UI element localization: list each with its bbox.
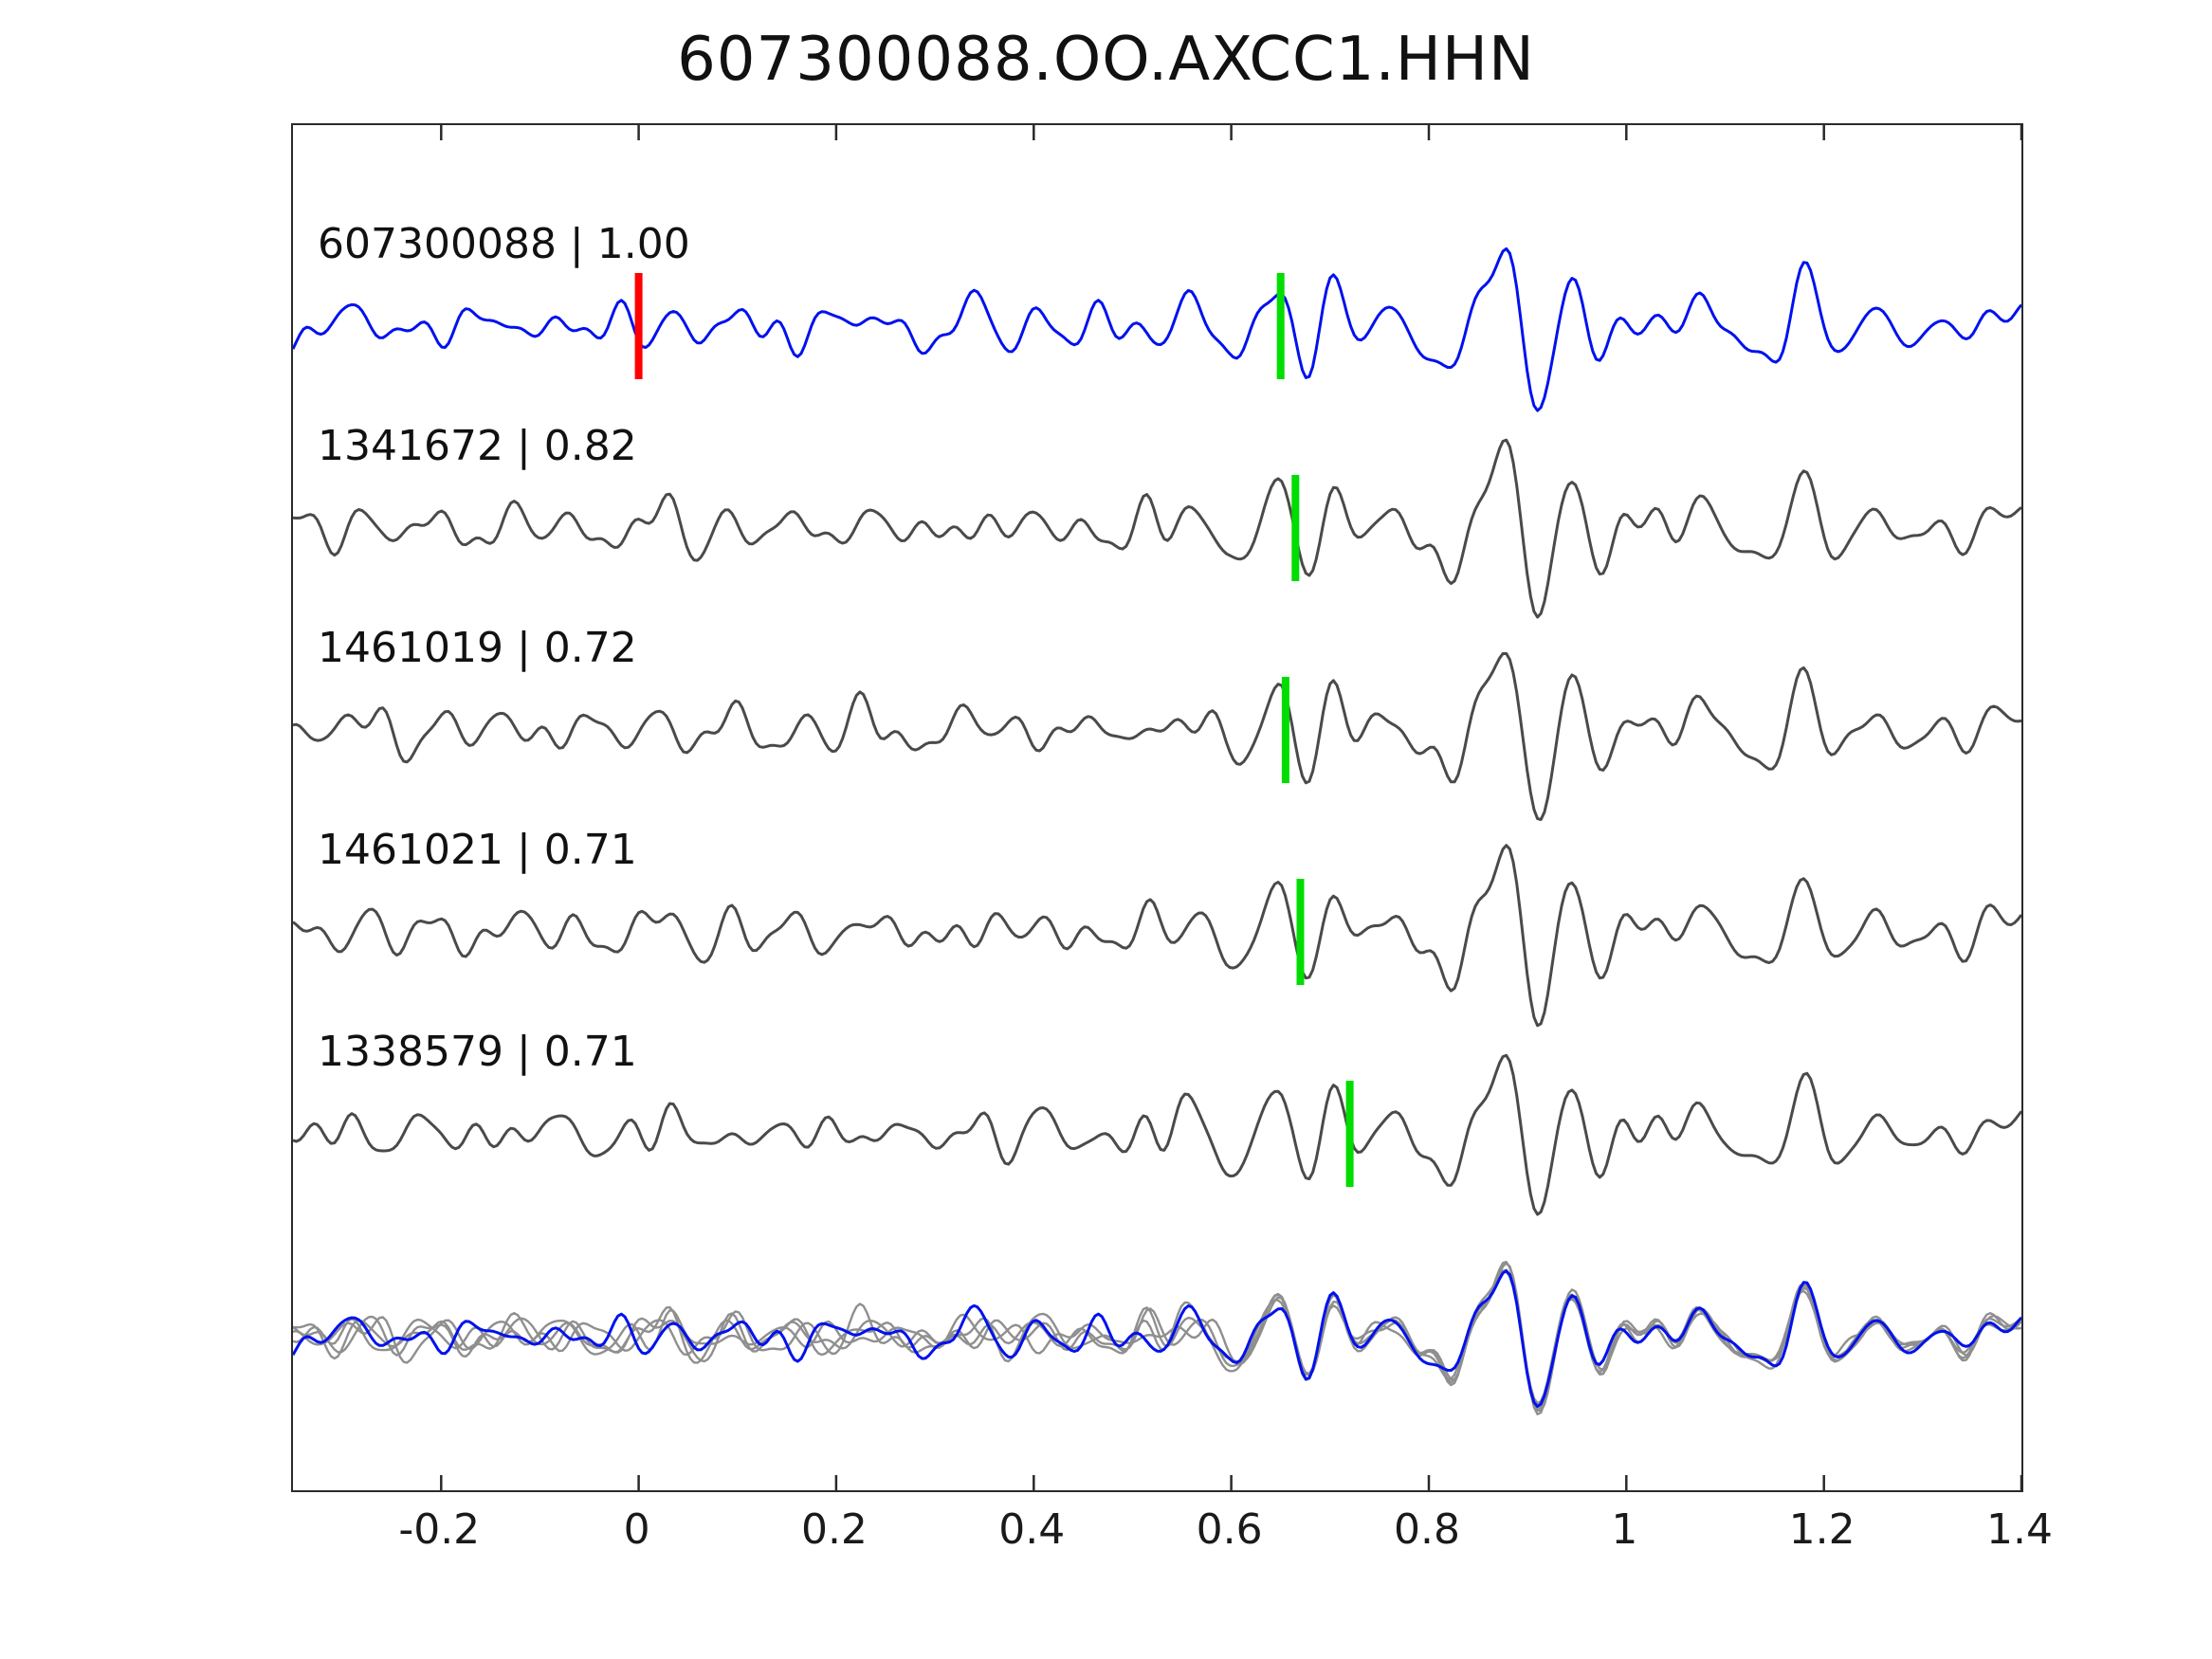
pick-marker-1461019 (1281, 677, 1289, 783)
x-tick-label: -0.2 (398, 1505, 481, 1554)
x-tick-label: 1.4 (1986, 1505, 2053, 1554)
waveform-607300088 (293, 246, 2021, 412)
pick-marker-1461021 (1296, 879, 1305, 985)
trace-label: 1338579 | 0.71 (318, 1028, 637, 1076)
x-tick-label: 0 (623, 1505, 650, 1554)
trace-label: 1461019 | 0.72 (318, 624, 637, 672)
waveform-canvas (293, 125, 2021, 1490)
template-origin-marker (634, 273, 643, 379)
x-tick-label: 0.6 (1196, 1505, 1263, 1554)
chart-title: 607300088.OO.AXCC1.HHN (677, 25, 1535, 95)
x-tick-label: 1.2 (1788, 1505, 1856, 1554)
waveform-1461019 (293, 651, 2021, 821)
trace-label: 1341672 | 0.82 (318, 422, 637, 470)
x-tick-label: 0.4 (998, 1505, 1066, 1554)
trace-label: 1461021 | 0.71 (318, 826, 637, 874)
pick-marker-607300088 (1276, 273, 1285, 379)
trace-label: 607300088 | 1.00 (318, 220, 690, 268)
plot-area: 607300088 | 1.00 1341672 | 0.82 1461019 … (291, 123, 2023, 1492)
waveform-1338579 (293, 1053, 2021, 1216)
x-tick-label: 0.8 (1393, 1505, 1460, 1554)
pick-marker-1341672 (1291, 475, 1300, 581)
overlay-waveform-1338579 (293, 1268, 2021, 1405)
waveform-1461021 (293, 844, 2021, 1028)
x-tick-label: 0.2 (800, 1505, 868, 1554)
overlay-waveform-607300088 (293, 1269, 2021, 1409)
pick-marker-1338579 (1345, 1081, 1354, 1187)
x-tick-label: 1 (1611, 1505, 1638, 1554)
waveform-1341672 (293, 438, 2021, 619)
